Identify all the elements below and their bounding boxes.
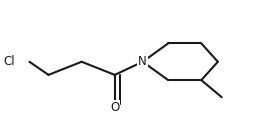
Text: N: N xyxy=(138,55,147,68)
Text: O: O xyxy=(110,101,119,114)
Text: Cl: Cl xyxy=(4,55,15,68)
